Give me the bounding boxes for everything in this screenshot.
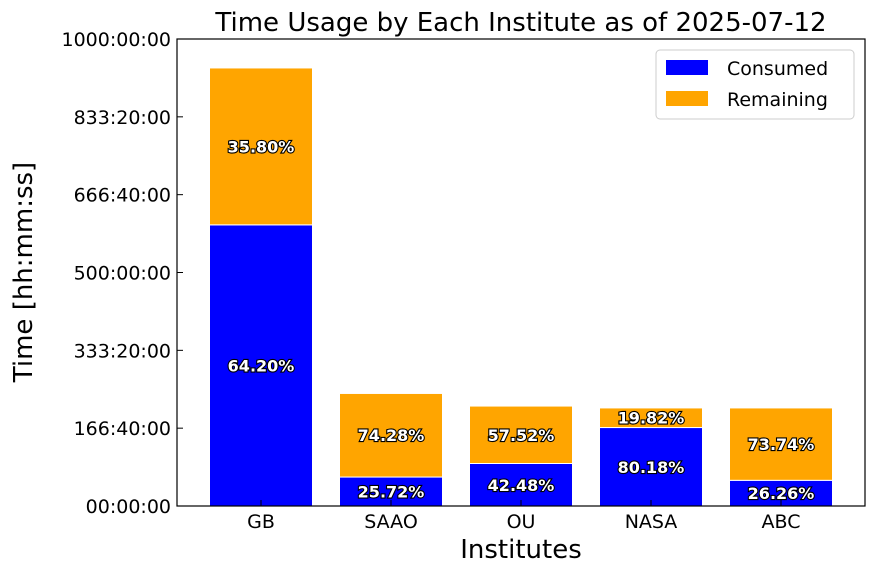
bar-remaining-ou bbox=[469, 405, 573, 465]
legend-label-remaining: Remaining bbox=[727, 89, 828, 111]
bars-group bbox=[209, 67, 833, 507]
x-ticks-group: GB SAAO OU NASA ABC bbox=[247, 500, 800, 533]
y-tick-label: 00:00:00 bbox=[86, 496, 171, 518]
bar-label-consumed-nasa: 80.18% bbox=[618, 458, 685, 477]
bar-label-remaining-ou: 57.52% bbox=[488, 426, 555, 445]
y-tick-label: 666:40:00 bbox=[74, 185, 171, 207]
bar-label-remaining-abc: 73.74% bbox=[748, 435, 815, 454]
x-tick-label: ABC bbox=[762, 511, 801, 533]
bar-label-consumed-saao: 25.72% bbox=[358, 483, 425, 502]
bar-remaining-saao bbox=[339, 392, 443, 478]
x-tick-label: SAAO bbox=[364, 511, 418, 533]
y-tick-label: 500:00:00 bbox=[74, 263, 171, 285]
chart-title: Time Usage by Each Institute as of 2025-… bbox=[214, 8, 826, 38]
bar-label-consumed-abc: 26.26% bbox=[748, 484, 815, 503]
x-axis-label: Institutes bbox=[460, 535, 582, 565]
y-tick-label: 1000:00:00 bbox=[61, 29, 171, 51]
legend-swatch-remaining bbox=[666, 91, 708, 106]
legend-label-consumed: Consumed bbox=[727, 58, 828, 80]
y-ticks-group: 00:00:00 166:40:00 333:20:00 500:00:00 666:4… bbox=[61, 29, 183, 518]
bar-label-consumed-gb: 64.20% bbox=[228, 356, 295, 375]
bar-label-remaining-gb: 35.80% bbox=[228, 137, 295, 156]
y-tick-label: 333:20:00 bbox=[74, 340, 171, 362]
legend: Consumed Remaining bbox=[655, 49, 855, 120]
y-tick-label: 166:40:00 bbox=[74, 418, 171, 440]
legend-swatch-consumed bbox=[666, 60, 708, 75]
bar-remaining-abc bbox=[729, 407, 833, 481]
bar-label-consumed-ou: 42.48% bbox=[488, 476, 555, 495]
y-tick-label: 833:20:00 bbox=[74, 107, 171, 129]
x-tick-label: OU bbox=[507, 511, 536, 533]
x-tick-label: NASA bbox=[625, 511, 678, 533]
y-axis-label: Time [hh:mm:ss] bbox=[9, 162, 39, 383]
x-tick-label: GB bbox=[247, 511, 275, 533]
bar-remaining-nasa bbox=[599, 407, 703, 429]
bar-labels-group: 64.20% 35.80% 25.72% 74.28% 42.48% 57.52% 80.1… bbox=[227, 136, 816, 504]
bar-label-remaining-nasa: 19.82% bbox=[618, 409, 685, 428]
bar-remaining-gb bbox=[209, 67, 313, 226]
bar-label-remaining-saao: 74.28% bbox=[358, 426, 425, 445]
bar-consumed-gb bbox=[209, 224, 313, 507]
